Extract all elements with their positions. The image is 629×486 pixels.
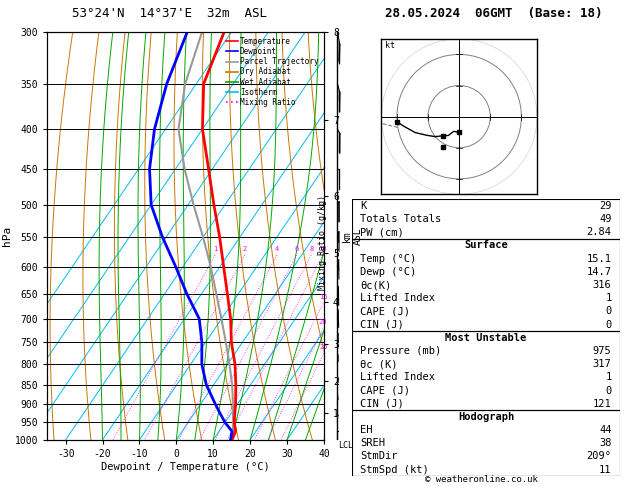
Text: Temp (°C): Temp (°C): [360, 254, 416, 263]
Text: PW (cm): PW (cm): [360, 227, 404, 237]
Text: SREH: SREH: [360, 438, 385, 448]
Text: 14.7: 14.7: [587, 267, 611, 277]
Text: 44: 44: [599, 425, 611, 435]
Text: 2: 2: [243, 246, 247, 252]
Text: θc (K): θc (K): [360, 359, 398, 369]
Text: 975: 975: [593, 346, 611, 356]
Text: Totals Totals: Totals Totals: [360, 214, 442, 224]
Text: 53°24'N  14°37'E  32m  ASL: 53°24'N 14°37'E 32m ASL: [72, 7, 267, 20]
Text: kt: kt: [384, 41, 394, 50]
Text: 49: 49: [599, 214, 611, 224]
Text: 2.84: 2.84: [587, 227, 611, 237]
Text: 1: 1: [605, 372, 611, 382]
Text: 4: 4: [275, 246, 279, 252]
Text: Hodograph: Hodograph: [458, 412, 514, 422]
Text: 1: 1: [605, 293, 611, 303]
Text: 25: 25: [320, 344, 328, 350]
Text: 0: 0: [605, 320, 611, 330]
X-axis label: Dewpoint / Temperature (°C): Dewpoint / Temperature (°C): [101, 462, 270, 471]
Y-axis label: hPa: hPa: [2, 226, 12, 246]
Text: 6: 6: [294, 246, 299, 252]
Text: CIN (J): CIN (J): [360, 320, 404, 330]
Text: EH: EH: [360, 425, 373, 435]
Text: 16: 16: [319, 295, 328, 300]
Text: © weatheronline.co.uk: © weatheronline.co.uk: [425, 475, 538, 484]
Text: 316: 316: [593, 280, 611, 290]
Text: Lifted Index: Lifted Index: [360, 293, 435, 303]
Text: 28.05.2024  06GMT  (Base: 18): 28.05.2024 06GMT (Base: 18): [385, 7, 603, 20]
Text: 317: 317: [593, 359, 611, 369]
Text: 209°: 209°: [587, 451, 611, 462]
Legend: Temperature, Dewpoint, Parcel Trajectory, Dry Adiabat, Wet Adiabat, Isotherm, Mi: Temperature, Dewpoint, Parcel Trajectory…: [225, 35, 320, 108]
Text: Mixing Ratio (g/kg): Mixing Ratio (g/kg): [318, 195, 327, 291]
Text: 20: 20: [319, 319, 328, 325]
Text: 0: 0: [605, 385, 611, 396]
Text: 11: 11: [599, 465, 611, 475]
Text: StmDir: StmDir: [360, 451, 398, 462]
Text: 38: 38: [599, 438, 611, 448]
Text: 1: 1: [213, 246, 217, 252]
Text: CAPE (J): CAPE (J): [360, 385, 410, 396]
Text: K: K: [360, 201, 367, 211]
Text: LCL: LCL: [338, 441, 353, 451]
Text: CAPE (J): CAPE (J): [360, 306, 410, 316]
Text: 10: 10: [318, 246, 327, 252]
Text: θc(K): θc(K): [360, 280, 391, 290]
Text: CIN (J): CIN (J): [360, 399, 404, 409]
Text: Surface: Surface: [464, 241, 508, 250]
Text: 8: 8: [309, 246, 313, 252]
Text: Lifted Index: Lifted Index: [360, 372, 435, 382]
Text: 0: 0: [605, 306, 611, 316]
Text: StmSpd (kt): StmSpd (kt): [360, 465, 429, 475]
Text: 29: 29: [599, 201, 611, 211]
Text: Dewp (°C): Dewp (°C): [360, 267, 416, 277]
Y-axis label: km
ASL: km ASL: [342, 227, 363, 244]
Text: 15.1: 15.1: [587, 254, 611, 263]
Text: Pressure (mb): Pressure (mb): [360, 346, 442, 356]
Text: 121: 121: [593, 399, 611, 409]
Text: Most Unstable: Most Unstable: [445, 333, 526, 343]
